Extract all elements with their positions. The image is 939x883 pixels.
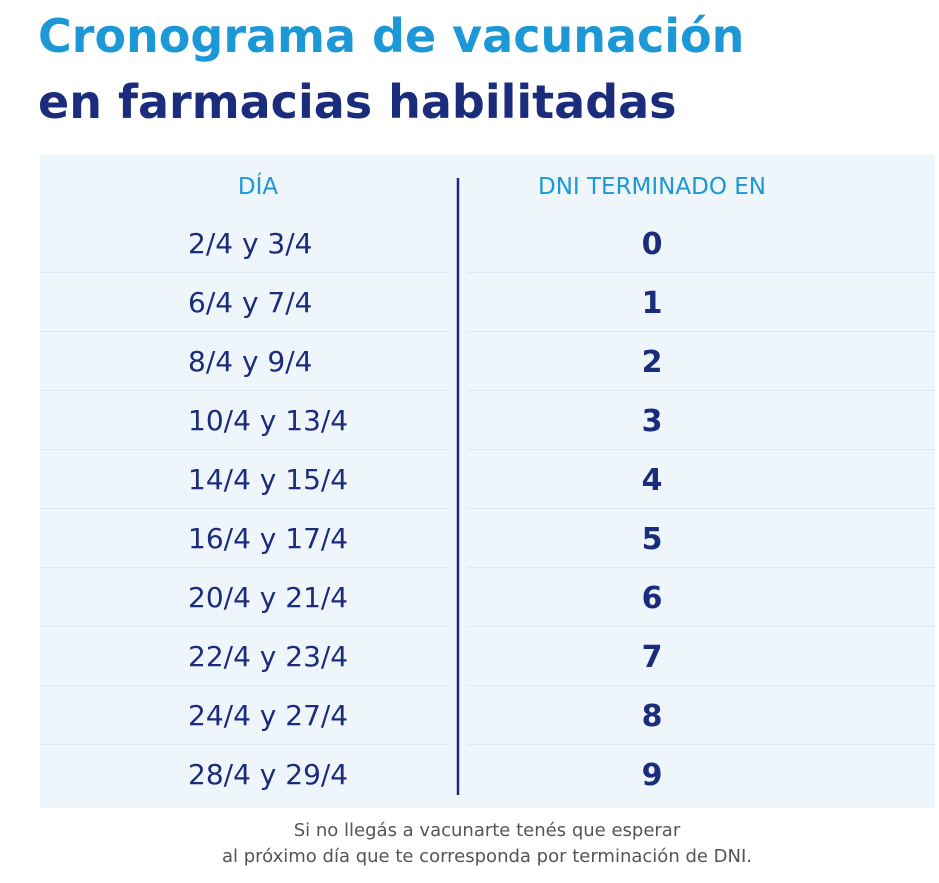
column-header: DÍA xyxy=(238,172,278,200)
dni-cell: 4 xyxy=(642,463,663,498)
column-header: DNI TERMINADO EN xyxy=(538,174,766,200)
dni-cell: 3 xyxy=(642,404,663,439)
table-background xyxy=(40,155,935,808)
title-line: en farmacias habilitadas xyxy=(38,75,677,129)
dni-cell: 6 xyxy=(642,581,663,616)
day-cell: 14/4 y 15/4 xyxy=(188,463,348,496)
dni-cell: 2 xyxy=(642,345,663,380)
day-cell: 24/4 y 27/4 xyxy=(188,699,348,732)
day-cell: 16/4 y 17/4 xyxy=(188,522,348,555)
day-cell: 2/4 y 3/4 xyxy=(188,227,313,260)
footnote-line: al próximo día que te corresponda por te… xyxy=(222,846,752,867)
dni-cell: 7 xyxy=(642,640,663,675)
day-cell: 22/4 y 23/4 xyxy=(188,640,348,673)
day-cell: 8/4 y 9/4 xyxy=(188,345,313,378)
dni-cell: 0 xyxy=(642,227,663,262)
footnote-line: Si no llegás a vacunarte tenés que esper… xyxy=(294,820,681,841)
title-line: Cronograma de vacunación xyxy=(38,9,744,63)
dni-cell: 5 xyxy=(642,522,663,557)
dni-cell: 8 xyxy=(642,699,663,734)
day-cell: 6/4 y 7/4 xyxy=(188,286,313,319)
dni-cell: 9 xyxy=(642,758,663,793)
day-cell: 20/4 y 21/4 xyxy=(188,581,348,614)
day-cell: 10/4 y 13/4 xyxy=(188,404,348,437)
dni-cell: 1 xyxy=(642,286,663,321)
day-cell: 28/4 y 29/4 xyxy=(188,758,348,791)
